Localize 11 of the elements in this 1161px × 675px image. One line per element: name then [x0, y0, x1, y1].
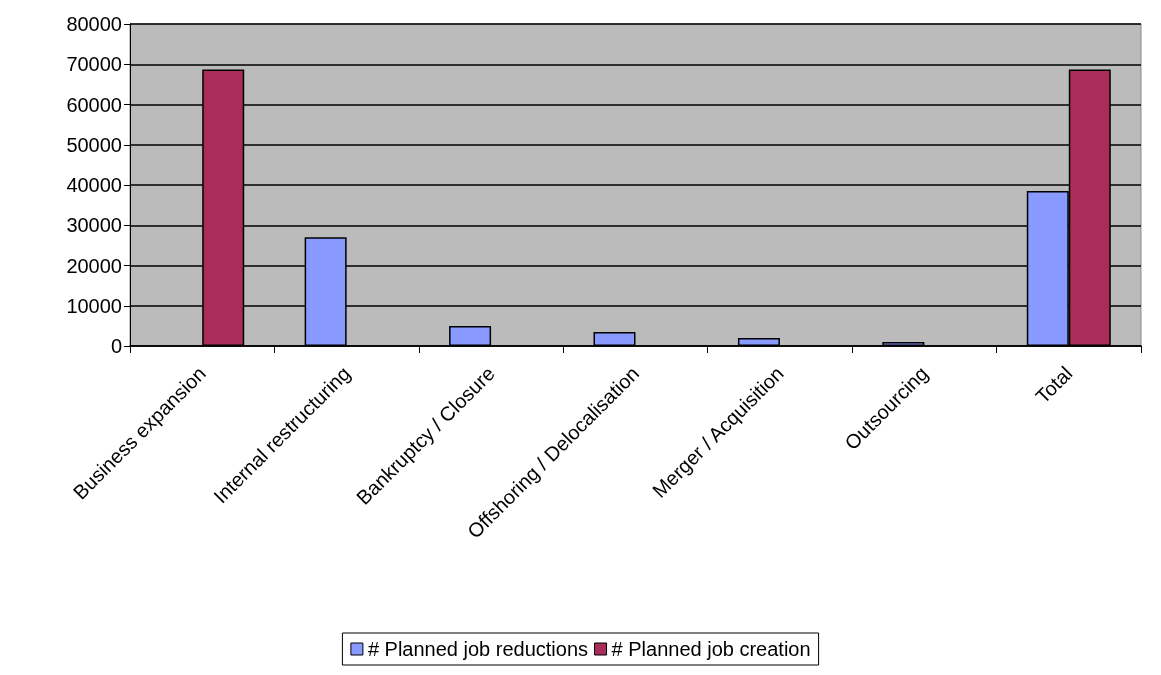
- y-tick-label: 50000: [66, 133, 122, 156]
- y-tick-label: 40000: [66, 174, 122, 196]
- y-tick-label: 80000: [66, 13, 122, 35]
- y-tick-label: 60000: [66, 93, 122, 116]
- y-tick-label: 30000: [66, 214, 122, 237]
- y-tick-label: 70000: [66, 53, 122, 76]
- legend-label: # Planned job reductions: [367, 638, 589, 660]
- y-tick-label: 0: [110, 335, 122, 357]
- y-tick-label: 20000: [66, 254, 122, 277]
- legend-label: # Planned job creation: [611, 638, 811, 660]
- y-tick-label: 10000: [66, 294, 122, 317]
